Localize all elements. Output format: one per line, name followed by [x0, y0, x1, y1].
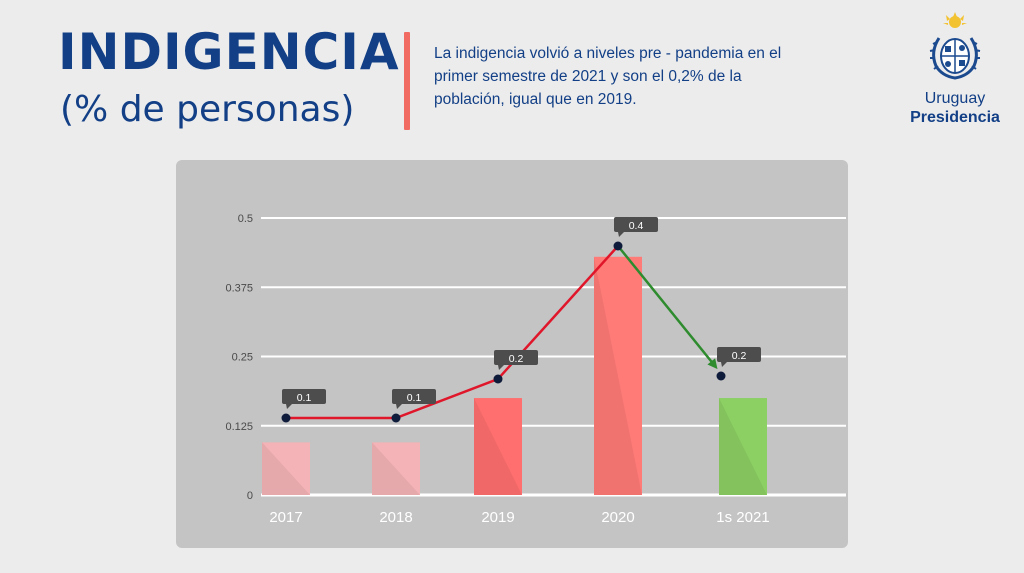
data-point: [493, 374, 503, 384]
data-point: [281, 413, 291, 423]
data-point: [716, 371, 726, 381]
data-label: 0.1: [407, 392, 422, 404]
bar-shading: [474, 398, 522, 495]
bar-shading: [594, 256, 642, 495]
trend-line-layer: [286, 245, 718, 420]
logo-country-text: Uruguay: [924, 90, 986, 107]
data-label-box: [717, 347, 761, 362]
data-label-pointer: [498, 365, 504, 370]
x-tick-label: 2020: [601, 509, 634, 526]
data-label-pointer: [618, 232, 624, 237]
data-labels-layer: 0.1 0.1 0.2 0.4 0.2: [281, 217, 761, 423]
data-point: [613, 241, 623, 251]
data-label: 0.2: [732, 350, 747, 362]
bar-shading: [262, 442, 310, 495]
x-tick-label: 2019: [481, 509, 514, 526]
indigence-bar-chart: 0.1 0.1 0.2 0.4 0.2 0 0.125 0.25 0.375 0.5 2017 20…: [225, 213, 846, 526]
data-label-box: [282, 389, 326, 404]
bar: [474, 398, 522, 495]
bar-shading: [372, 442, 420, 495]
trend-line-up: [286, 245, 619, 420]
trend-line-down: [617, 245, 718, 370]
x-tick-label: 2018: [379, 509, 412, 526]
y-tick-label: 0.25: [232, 352, 253, 364]
bar-shading: [719, 398, 767, 495]
y-tick-label: 0.125: [225, 421, 253, 433]
data-point: [391, 413, 401, 423]
x-tick-label: 1s 2021: [716, 509, 769, 526]
y-tick-label: 0.375: [225, 282, 253, 294]
bars-layer: [262, 256, 767, 495]
data-label-pointer: [286, 404, 292, 409]
data-label-box: [614, 217, 658, 232]
logo-presidency-text: Presidencia: [910, 109, 1000, 126]
chart-panel: 0.1 0.1 0.2 0.4 0.2 0 0.125 0.25 0.375 0.5 2017 20…: [176, 160, 848, 548]
data-label: 0.2: [509, 353, 524, 365]
page-title: INDIGENCIA: [58, 23, 400, 81]
header-divider: [404, 32, 410, 130]
bar: [719, 398, 767, 495]
data-label: 0.4: [629, 220, 644, 232]
coat-of-arms-icon: [929, 12, 981, 80]
y-tick-label: 0.5: [238, 213, 253, 225]
bar: [594, 256, 642, 495]
axis-layer: 0 0.125 0.25 0.375 0.5 2017 2018 2019 2020 1s 202…: [225, 213, 769, 526]
y-tick-label: 0: [247, 490, 253, 502]
data-label-box: [392, 389, 436, 404]
data-label-pointer: [396, 404, 402, 409]
bar: [372, 442, 420, 495]
chart-description: La indigencia volvió a niveles pre - pan…: [434, 45, 782, 108]
presidency-logo: Uruguay Presidencia: [900, 12, 1010, 130]
data-label-box: [494, 350, 538, 365]
bar: [262, 442, 310, 495]
page-subtitle: (% de personas): [60, 89, 355, 130]
x-tick-label: 2017: [269, 509, 302, 526]
data-label-pointer: [721, 362, 727, 367]
data-label: 0.1: [297, 392, 312, 404]
